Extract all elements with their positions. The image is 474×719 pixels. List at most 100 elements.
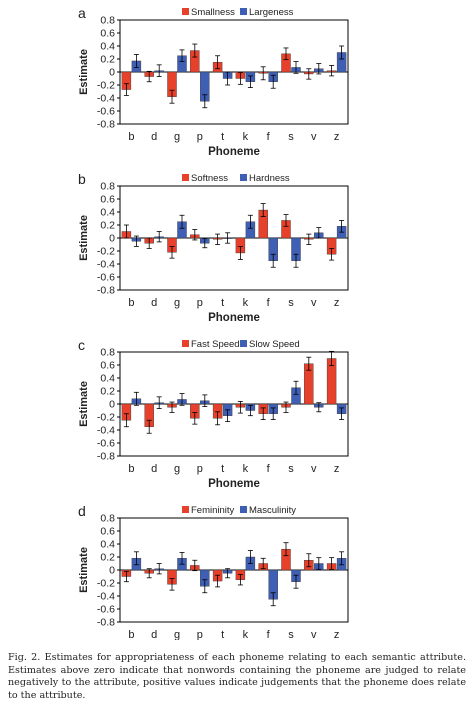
y-tick-label: 0.8	[100, 181, 115, 193]
figure-caption: Fig. 2. Estimates for appropriateness of…	[8, 652, 466, 701]
y-tick-label: 0.4	[100, 373, 115, 385]
x-tick-label: z	[334, 297, 340, 309]
panel-label: b	[78, 171, 86, 187]
panel-label: d	[78, 503, 86, 519]
x-tick-label: t	[221, 629, 224, 640]
legend-entry: Softness	[191, 173, 228, 184]
y-tick-label: 0.8	[100, 347, 115, 359]
x-tick-label: k	[243, 463, 249, 475]
x-tick-label: k	[243, 629, 249, 640]
x-tick-label: d	[151, 629, 157, 640]
x-tick-label: f	[267, 629, 271, 640]
x-tick-label: b	[128, 131, 134, 143]
y-tick-label: -0.2	[97, 412, 115, 424]
legend-swatch	[182, 8, 189, 15]
x-tick-label: v	[311, 463, 317, 475]
y-tick-label: -0.4	[97, 93, 115, 105]
y-axis-label: Estimate	[78, 547, 90, 593]
x-tick-label: z	[334, 629, 340, 640]
legend-swatch	[182, 174, 189, 181]
panel-label: c	[78, 337, 85, 353]
y-axis-label: Estimate	[78, 381, 90, 427]
y-tick-label: 0	[109, 233, 115, 245]
y-tick-label: -0.8	[97, 617, 115, 629]
x-tick-label: f	[267, 463, 271, 475]
x-tick-label: z	[334, 463, 340, 475]
x-axis-label: Phoneme	[208, 146, 260, 158]
x-tick-label: p	[197, 463, 203, 475]
x-tick-label: g	[174, 131, 180, 143]
x-axis-label: Phoneme	[208, 478, 260, 490]
x-tick-label: s	[288, 463, 294, 475]
y-tick-label: -0.2	[97, 80, 115, 92]
y-tick-label: -0.6	[97, 438, 115, 450]
x-tick-label: v	[311, 297, 317, 309]
chart-panel-b: b Softness Hardness 0.80.60.40.20-0.2-0.4 -0…	[78, 171, 349, 324]
y-tick-label: 0.6	[100, 28, 115, 40]
x-tick-label: d	[151, 297, 157, 309]
chart-panel-d: d Femininity Masculinity0.80.60.40.20-0.2-…	[78, 503, 349, 640]
y-tick-label: 0.2	[100, 386, 115, 398]
panel-label: a	[78, 5, 86, 21]
x-tick-label: f	[267, 131, 271, 143]
x-tick-label: v	[311, 629, 317, 640]
legend-entry: Smallness	[191, 7, 235, 18]
y-tick-label: 0.8	[100, 15, 115, 27]
x-tick-label: t	[221, 463, 224, 475]
legend-swatch	[182, 506, 189, 513]
figure-2: a Smallness Largeness0.80.60.40.20-0.2-0.4…	[78, 5, 349, 640]
y-tick-label: 0.6	[100, 526, 115, 538]
y-tick-label: 0.4	[100, 207, 115, 219]
y-tick-label: 0.2	[100, 54, 115, 66]
y-axis-label: Estimate	[78, 49, 90, 95]
y-tick-label: 0.4	[100, 41, 115, 53]
x-tick-label: t	[221, 131, 224, 143]
y-tick-label: -0.4	[97, 425, 115, 437]
y-tick-label: 0.2	[100, 220, 115, 232]
x-tick-label: b	[128, 463, 134, 475]
x-tick-label: d	[151, 131, 157, 143]
x-tick-label: b	[128, 629, 134, 640]
legend-swatch	[182, 340, 189, 347]
legend-swatch	[240, 174, 247, 181]
x-tick-label: s	[288, 297, 294, 309]
y-tick-label: -0.8	[97, 285, 115, 297]
x-tick-label: f	[267, 297, 271, 309]
x-tick-label: b	[128, 297, 134, 309]
y-tick-label: 0	[109, 399, 115, 411]
legend-entry: Fast Speed	[191, 339, 240, 350]
y-tick-label: -0.8	[97, 451, 115, 463]
x-tick-label: k	[243, 131, 249, 143]
y-tick-label: -0.6	[97, 106, 115, 118]
y-tick-label: 0.4	[100, 539, 115, 551]
legend-entry: Femininity	[191, 505, 235, 516]
x-tick-label: g	[174, 629, 180, 640]
x-axis-label: Phoneme	[208, 312, 260, 324]
x-tick-label: s	[288, 629, 294, 640]
chart-panel-c: c Fast Speed Slow Speed0.80.60.40.20-0.2-0…	[78, 337, 349, 490]
y-tick-label: 0.6	[100, 194, 115, 206]
x-tick-label: t	[221, 297, 224, 309]
x-tick-label: z	[334, 131, 340, 143]
y-tick-label: -0.2	[97, 246, 115, 258]
legend-swatch	[240, 8, 247, 15]
y-tick-label: -0.4	[97, 591, 115, 603]
x-tick-label: d	[151, 463, 157, 475]
legend-entry: Slow Speed	[249, 339, 300, 350]
x-tick-label: p	[197, 629, 203, 640]
y-tick-label: 0.2	[100, 552, 115, 564]
x-tick-label: p	[197, 297, 203, 309]
x-tick-label: v	[311, 131, 317, 143]
y-tick-label: -0.2	[97, 578, 115, 590]
y-tick-label: 0.8	[100, 513, 115, 525]
y-tick-label: 0.6	[100, 360, 115, 372]
y-tick-label: -0.4	[97, 259, 115, 271]
x-tick-label: g	[174, 297, 180, 309]
chart-panel-a: a Smallness Largeness 0.80.60.40.20-0.2-0.4…	[78, 5, 349, 158]
x-tick-label: g	[174, 463, 180, 475]
legend-swatch	[240, 340, 247, 347]
legend-entry: Hardness	[249, 173, 290, 184]
y-tick-label: 0	[109, 67, 115, 79]
y-tick-label: -0.6	[97, 604, 115, 616]
y-tick-label: -0.8	[97, 119, 115, 131]
